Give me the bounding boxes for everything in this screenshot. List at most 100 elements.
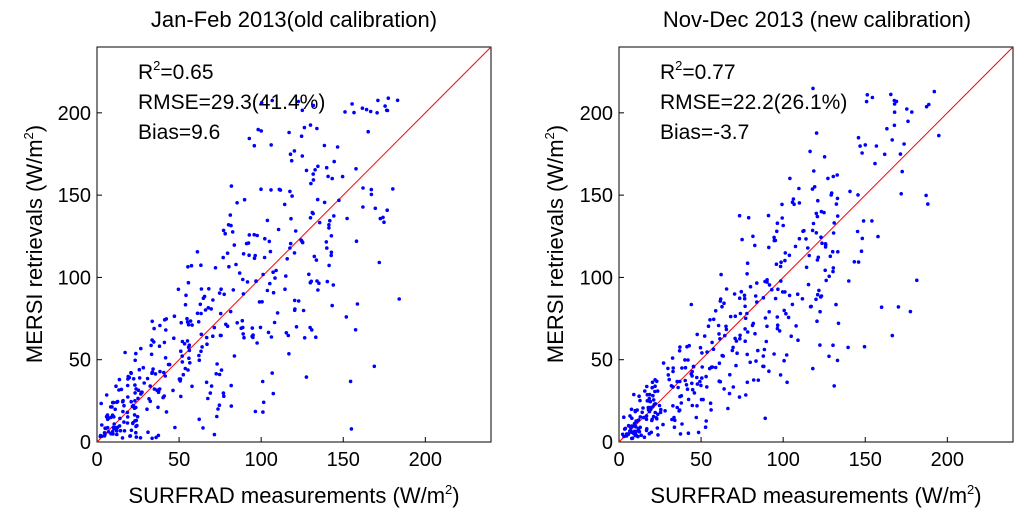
data-point-right (804, 237, 808, 241)
data-point-right (708, 401, 713, 406)
data-point-left (354, 167, 358, 171)
y-tick-label-right-150: 150 (580, 185, 613, 207)
data-point-right (797, 236, 802, 241)
data-point-right (879, 305, 884, 310)
data-point-right (870, 219, 874, 223)
data-point-left (209, 384, 214, 388)
data-point-left (292, 308, 297, 313)
data-point-left (122, 420, 126, 424)
data-point-left (139, 346, 143, 351)
data-point-left (108, 405, 113, 409)
data-point-left (361, 186, 365, 190)
data-point-right (694, 415, 699, 420)
data-point-left (183, 366, 188, 371)
data-point-left (162, 340, 167, 345)
data-point-right (863, 143, 868, 147)
data-point-left (361, 205, 365, 209)
data-point-left (184, 293, 188, 298)
data-point-right (775, 326, 780, 331)
data-point-right (826, 176, 830, 181)
data-point-left (345, 216, 349, 221)
data-point-right (902, 142, 906, 146)
data-point-left (239, 326, 243, 331)
data-point-right (698, 379, 702, 384)
data-point-right (653, 384, 657, 389)
data-point-right (858, 144, 862, 148)
data-point-right (834, 302, 838, 307)
data-point-right (680, 366, 684, 370)
data-point-left (158, 323, 162, 328)
data-point-right (717, 379, 721, 384)
annotation-rmse-right: RMSE=22.2(26.1%) (660, 91, 847, 114)
data-point-left (349, 427, 354, 431)
x-tick-label-right-100: 100 (766, 449, 799, 471)
data-point-left (329, 253, 334, 258)
data-point-right (658, 410, 663, 415)
data-point-right (632, 429, 637, 434)
data-point-left (241, 252, 246, 256)
data-point-left (260, 300, 264, 304)
data-point-left (161, 395, 165, 400)
data-point-left (179, 320, 183, 325)
data-point-right (761, 296, 766, 300)
x-tick-label-left-100: 100 (244, 449, 277, 471)
data-point-left (117, 388, 121, 392)
data-point-left (308, 325, 312, 330)
data-point-right (727, 391, 732, 396)
data-point-right (632, 392, 636, 397)
data-point-left (204, 335, 209, 340)
data-point-left (369, 192, 374, 197)
data-point-right (782, 358, 786, 363)
data-point-right (695, 375, 699, 380)
data-point-left (122, 429, 127, 433)
data-point-right (691, 364, 696, 369)
data-point-left (289, 216, 293, 221)
data-point-right (656, 412, 660, 417)
data-point-left (118, 416, 122, 421)
data-point-left (205, 342, 209, 347)
data-point-left (121, 409, 125, 414)
data-point-left (261, 400, 266, 405)
data-point-right (713, 309, 718, 313)
data-point-right (638, 398, 642, 403)
data-point-left (201, 426, 205, 430)
data-point-left (311, 178, 316, 182)
data-point-left (288, 241, 293, 246)
data-point-right (657, 403, 662, 408)
data-point-right (738, 333, 742, 338)
data-point-right (738, 311, 743, 316)
data-point-right (819, 235, 823, 239)
data-point-right (742, 293, 747, 298)
data-point-right (711, 347, 716, 352)
data-point-left (125, 383, 130, 388)
data-point-right (743, 339, 747, 344)
data-point-right (651, 398, 656, 402)
data-point-right (781, 223, 785, 228)
data-point-left (185, 320, 190, 324)
data-point-right (927, 102, 931, 107)
data-point-left (154, 435, 158, 440)
data-point-left (206, 306, 211, 310)
data-point-right (822, 210, 826, 215)
data-point-right (924, 104, 929, 109)
data-point-left (300, 240, 305, 245)
data-point-left (311, 103, 316, 108)
data-point-left (114, 384, 118, 389)
data-point-right (737, 395, 742, 399)
data-point-right (767, 283, 772, 287)
x-tick-label-left-0: 0 (91, 449, 102, 471)
data-point-right (807, 253, 811, 258)
data-point-left (287, 130, 291, 135)
data-point-left (270, 98, 275, 103)
data-point-left (324, 165, 329, 170)
data-point-left (268, 281, 272, 286)
data-point-right (811, 221, 816, 226)
data-point-right (767, 369, 771, 374)
data-point-right (830, 249, 835, 254)
annotation-r2-left: R2=0.65 (138, 58, 214, 84)
data-point-right (876, 234, 880, 239)
data-point-left (152, 326, 156, 331)
data-point-right (772, 352, 776, 356)
data-point-right (790, 302, 795, 307)
data-point-right (659, 407, 663, 412)
